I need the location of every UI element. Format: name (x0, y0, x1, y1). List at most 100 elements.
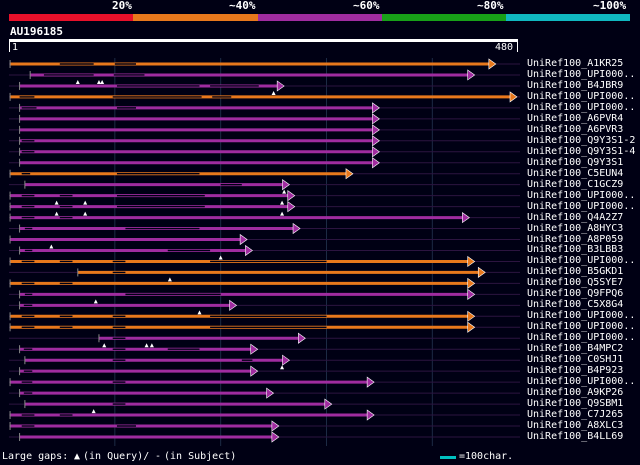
scale-label-40: ~40% (229, 0, 256, 12)
scale-segment-orange (133, 14, 258, 21)
hit-name-link[interactable]: UniRef100_Q9Y3S1-2 (527, 134, 636, 146)
hit-name-link[interactable]: UniRef100_B4JBR9 (527, 79, 624, 91)
hit-end-arrow (298, 332, 306, 344)
query-gap-marker (149, 343, 154, 348)
query-name: AU196185 (10, 25, 63, 38)
query-gap-marker (197, 310, 202, 315)
hit-name-link[interactable]: UniRef100_UPI000.. (527, 255, 636, 267)
hit-end-arrow (287, 190, 296, 202)
hit-name-link[interactable]: UniRef100_Q4A2Z7 (527, 211, 624, 223)
hit-end-arrow (372, 157, 380, 169)
hit-name-link[interactable]: UniRef100_B5GKD1 (527, 266, 624, 278)
hit-end-arrow (372, 102, 380, 114)
query-gap-marker (83, 211, 88, 216)
scale-swatch (440, 456, 456, 459)
scale-segment-green (382, 14, 506, 21)
hit-name-link[interactable]: UniRef100_UPI000.. (527, 101, 636, 113)
scale-label-60: ~60% (353, 0, 380, 12)
hit-end-arrow (366, 376, 375, 388)
scale-label-100: ~100% (593, 0, 627, 12)
query-gap-marker (280, 200, 285, 205)
hit-name-link[interactable]: UniRef100_Q9Y3S1 (527, 156, 624, 168)
hit-end-arrow (287, 201, 296, 213)
scale-segment-cyan (506, 14, 630, 21)
hit-name-link[interactable]: UniRef100_UPI000.. (527, 332, 636, 344)
hit-end-arrow (477, 266, 486, 279)
hit-name-link[interactable]: UniRef100_Q5SYE7 (527, 277, 624, 289)
hit-end-arrow (462, 211, 470, 224)
hit-end-arrow (239, 233, 248, 246)
hit-name-link[interactable]: UniRef100_B4P923 (527, 365, 624, 377)
subject-gap-icon: - (155, 451, 162, 462)
hit-end-arrow (250, 365, 259, 377)
query-gap-marker (271, 90, 276, 95)
hit-end-arrow (271, 420, 280, 432)
ruler-start-tick (9, 42, 10, 52)
hit-name-link[interactable]: UniRef100_C5X8G4 (527, 299, 624, 311)
hit-end-arrow (366, 409, 375, 421)
hit-name-link[interactable]: UniRef100_Q9Y3S1-4 (527, 145, 636, 157)
hit-end-arrow (282, 354, 290, 366)
hit-end-arrow (372, 146, 380, 158)
hit-name-link[interactable]: UniRef100_UPI000.. (527, 310, 636, 322)
hit-name-link[interactable]: UniRef100_B4LL69 (527, 430, 624, 442)
query-gap-marker (144, 343, 149, 348)
hit-name-link[interactable]: UniRef100_UPI000.. (527, 321, 636, 333)
scale-label-20: 20% (112, 0, 132, 12)
ruler-end-tick (517, 42, 518, 52)
hit-name-link[interactable]: UniRef100_UPI000.. (527, 68, 636, 80)
query-gap-marker (96, 79, 101, 84)
hit-end-arrow (245, 244, 253, 257)
footer-gaps-label: Large gaps: (2, 451, 69, 462)
scale-segment-purple (258, 14, 382, 21)
hit-end-arrow (271, 431, 280, 443)
query-gap-marker (91, 409, 96, 414)
hit-end-arrow (467, 321, 476, 333)
hit-name-link[interactable]: UniRef100_Q9SBM1 (527, 398, 624, 410)
hit-name-link[interactable]: UniRef100_C5EUN4 (527, 167, 624, 179)
query-gap-marker (282, 189, 287, 194)
hit-name-link[interactable]: UniRef100_B3LBB3 (527, 244, 624, 256)
ruler-start-label: 1 (12, 42, 19, 53)
hit-name-link[interactable]: UniRef100_C0SHJ1 (527, 354, 624, 366)
hit-name-link[interactable]: UniRef100_C7J265 (527, 409, 624, 421)
hit-name-link[interactable]: UniRef100_C1GCZ9 (527, 178, 624, 190)
hit-end-arrow (467, 288, 476, 300)
query-gap-marker (54, 200, 59, 205)
query-gap-marker (54, 211, 59, 216)
footer-in-subject: (in Subject) (164, 451, 237, 462)
hit-end-arrow (229, 299, 238, 311)
hit-end-arrow (345, 168, 354, 180)
hit-end-arrow (276, 80, 285, 92)
hit-name-link[interactable]: UniRef100_A8P059 (527, 233, 624, 245)
hit-name-link[interactable]: UniRef100_A1KR25 (527, 58, 624, 69)
hit-end-arrow (292, 222, 301, 235)
hit-name-link[interactable]: UniRef100_A6PVR4 (527, 112, 624, 124)
query-gap-marker (102, 343, 107, 348)
query-gap-marker (100, 79, 105, 84)
query-gap-marker (167, 277, 172, 282)
query-gap-marker (49, 244, 54, 249)
hit-name-link[interactable]: UniRef100_UPI000.. (527, 200, 636, 212)
query-gap-marker (280, 211, 285, 216)
footer-in-query: (in Query)/ (83, 451, 150, 462)
hit-name-link[interactable]: UniRef100_B4MPC2 (527, 343, 624, 355)
hit-end-arrow (509, 91, 518, 103)
hit-end-arrow (467, 310, 476, 322)
hit-name-link[interactable]: UniRef100_A8XLC3 (527, 420, 624, 431)
hit-end-arrow (372, 135, 380, 147)
hit-name-link[interactable]: UniRef100_A8HYC3 (527, 222, 624, 234)
hit-name-link[interactable]: UniRef100_Q9FPQ6 (527, 288, 624, 300)
hit-name-link[interactable]: UniRef100_UPI000.. (527, 376, 636, 388)
hit-end-arrow (372, 124, 380, 136)
hit-name-link[interactable]: UniRef100_A6PVR3 (527, 123, 624, 135)
hit-name-link[interactable]: UniRef100_UPI000.. (527, 90, 636, 102)
hit-end-arrow (372, 113, 380, 125)
hit-name-link[interactable]: UniRef100_UPI000.. (527, 189, 636, 201)
scale-segment-red (9, 14, 133, 21)
hit-end-arrow (266, 387, 275, 399)
hit-name-link[interactable]: UniRef100_A9KP26 (527, 387, 624, 399)
ruler-end-label: 480 (495, 42, 514, 53)
query-bar (9, 39, 518, 42)
